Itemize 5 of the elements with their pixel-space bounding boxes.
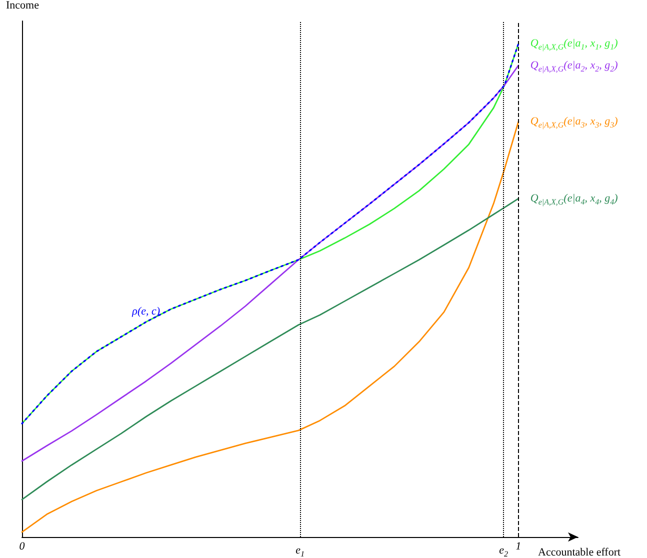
y-axis-title: Income <box>6 0 40 12</box>
x-axis-title: Accountable effort <box>538 546 621 558</box>
x-tick-label: 1 <box>516 540 522 552</box>
series-label: ρ(e, c) <box>131 305 160 318</box>
x-tick-label: 0 <box>19 540 26 552</box>
